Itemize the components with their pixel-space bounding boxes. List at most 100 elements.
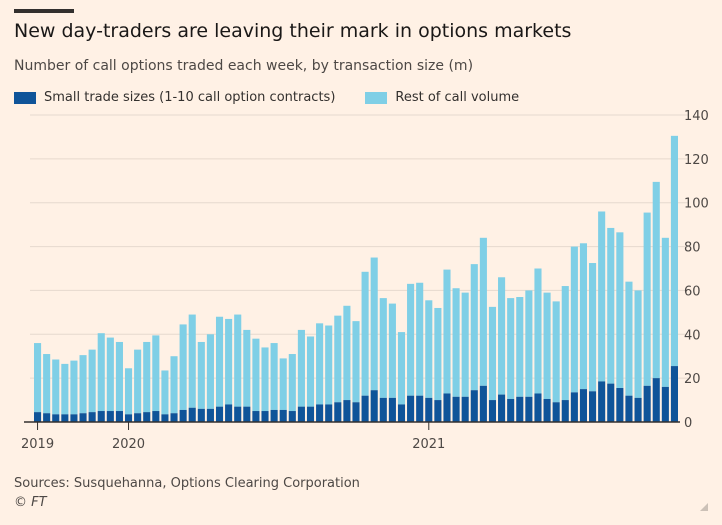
bar-rest [170, 356, 178, 414]
bar-small [325, 404, 333, 422]
bar-rest [488, 306, 497, 401]
bar-small [643, 385, 651, 422]
bar-rest [215, 316, 224, 407]
bar-small [43, 413, 51, 422]
legend-label-small: Small trade sizes (1-10 call option cont… [44, 90, 336, 105]
bar-small [161, 414, 169, 422]
bar-small [79, 413, 87, 422]
bar-small [188, 407, 196, 422]
bar-small [343, 400, 351, 422]
bar-rest [97, 333, 105, 412]
bar-small [388, 397, 396, 422]
bar-rest [607, 227, 615, 384]
bar-rest [270, 343, 278, 410]
bar-small [234, 406, 242, 422]
bar-rest [525, 290, 533, 397]
bar-small [525, 396, 533, 422]
bar-rest [416, 282, 424, 396]
bar-rest [243, 329, 251, 407]
y-tick-label: 120 [684, 153, 709, 168]
bar-small [88, 412, 96, 422]
y-tick-label: 40 [684, 328, 701, 343]
bar-rest [652, 181, 660, 379]
bar-rest [343, 305, 351, 401]
y-tick-label: 140 [684, 109, 709, 124]
bar-rest [288, 354, 296, 412]
bar-rest [479, 237, 487, 386]
bar-small [134, 413, 142, 422]
bar-rest [425, 300, 433, 398]
bar-small [579, 389, 588, 422]
x-tick-label: 2021 [412, 437, 445, 452]
bar-small [589, 391, 597, 422]
bar-small [306, 406, 315, 422]
bar-small [552, 402, 560, 422]
bar-small [507, 398, 515, 422]
bar-rest [124, 368, 133, 415]
legend-item-rest: Rest of call volume [365, 90, 519, 105]
legend: Small trade sizes (1-10 call option cont… [14, 90, 549, 105]
bar-small [270, 409, 278, 422]
bar-small [561, 400, 569, 422]
bar-rest [143, 341, 151, 413]
bar-small [261, 411, 269, 422]
bar-rest [534, 268, 542, 394]
bar-small [252, 411, 260, 422]
bar-rest [261, 347, 269, 412]
bar-small [534, 393, 542, 422]
bar-rest [70, 360, 78, 415]
bar-small [516, 396, 524, 422]
bar-rest [397, 332, 406, 405]
bar-rest [388, 303, 396, 398]
bar-small [661, 386, 669, 422]
legend-swatch-rest [365, 91, 388, 104]
bar-small [425, 397, 433, 422]
bar-rest [625, 281, 633, 396]
bar-small [316, 404, 324, 422]
bar-rest [461, 292, 469, 397]
bar-rest [197, 341, 205, 409]
bar-rest [670, 135, 678, 367]
bar-rest [225, 318, 233, 405]
bar-rest [561, 286, 569, 401]
x-tick-label: 2020 [112, 437, 145, 452]
bar-rest [279, 358, 287, 410]
bar-small [625, 395, 633, 422]
bar-small [179, 409, 187, 422]
bar-rest [598, 211, 606, 382]
bar-rest [52, 359, 60, 415]
bar-small [124, 414, 133, 422]
bar-rest [152, 335, 160, 412]
bar-rest [79, 355, 87, 414]
bar-rest [134, 349, 142, 414]
y-tick-label: 60 [684, 284, 701, 299]
bar-small [379, 397, 387, 422]
bar-rest [452, 288, 460, 397]
bar-rest [498, 277, 506, 395]
bar-rest [634, 290, 642, 398]
bar-rest [470, 264, 478, 391]
bar-rest [361, 271, 369, 396]
bar-small [225, 404, 233, 422]
y-tick-label: 20 [684, 372, 701, 387]
bar-rest [443, 269, 451, 394]
bar-small [279, 409, 287, 422]
chart-subtitle: Number of call options traded each week,… [14, 58, 474, 74]
bar-small [479, 385, 487, 422]
bar-small [370, 390, 378, 422]
bar-small [170, 413, 178, 422]
y-tick-label: 100 [684, 197, 709, 212]
bar-rest [543, 292, 551, 399]
bar-rest [34, 343, 42, 413]
bar-small [152, 411, 160, 422]
bar-rest [206, 334, 214, 409]
bar-rest [43, 354, 51, 414]
bar-rest [516, 297, 524, 397]
bar-small [652, 378, 660, 422]
bar-small [607, 383, 615, 422]
bar-rest [61, 363, 69, 415]
bar-small [470, 390, 478, 422]
bar-rest [306, 336, 315, 407]
bar-small [52, 414, 60, 422]
bar-rest [179, 324, 187, 410]
